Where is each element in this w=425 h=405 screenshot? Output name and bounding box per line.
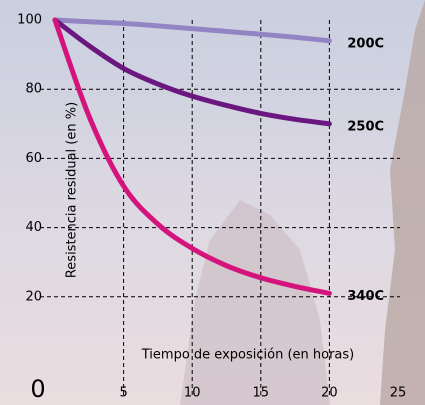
x-axis-title: Tiempo de exposición (en horas)	[141, 348, 354, 363]
y-tick-label: 60	[25, 151, 42, 166]
y-tick-label: 100	[17, 13, 42, 28]
y-tick-label: 40	[25, 220, 42, 235]
series-label: 340C	[347, 289, 384, 304]
chart: Resistencia residual (en %) Tiempo de ex…	[0, 0, 425, 405]
x-tick-label: 25	[390, 386, 407, 401]
series-label: 200C	[347, 36, 384, 51]
y-tick-label: 20	[25, 289, 42, 304]
y-tick-label: 80	[25, 82, 42, 97]
y-axis-title: Resistencia residual (en %)	[65, 102, 80, 278]
x-tick-label: 0	[30, 375, 45, 403]
series-label: 250C	[347, 119, 384, 134]
